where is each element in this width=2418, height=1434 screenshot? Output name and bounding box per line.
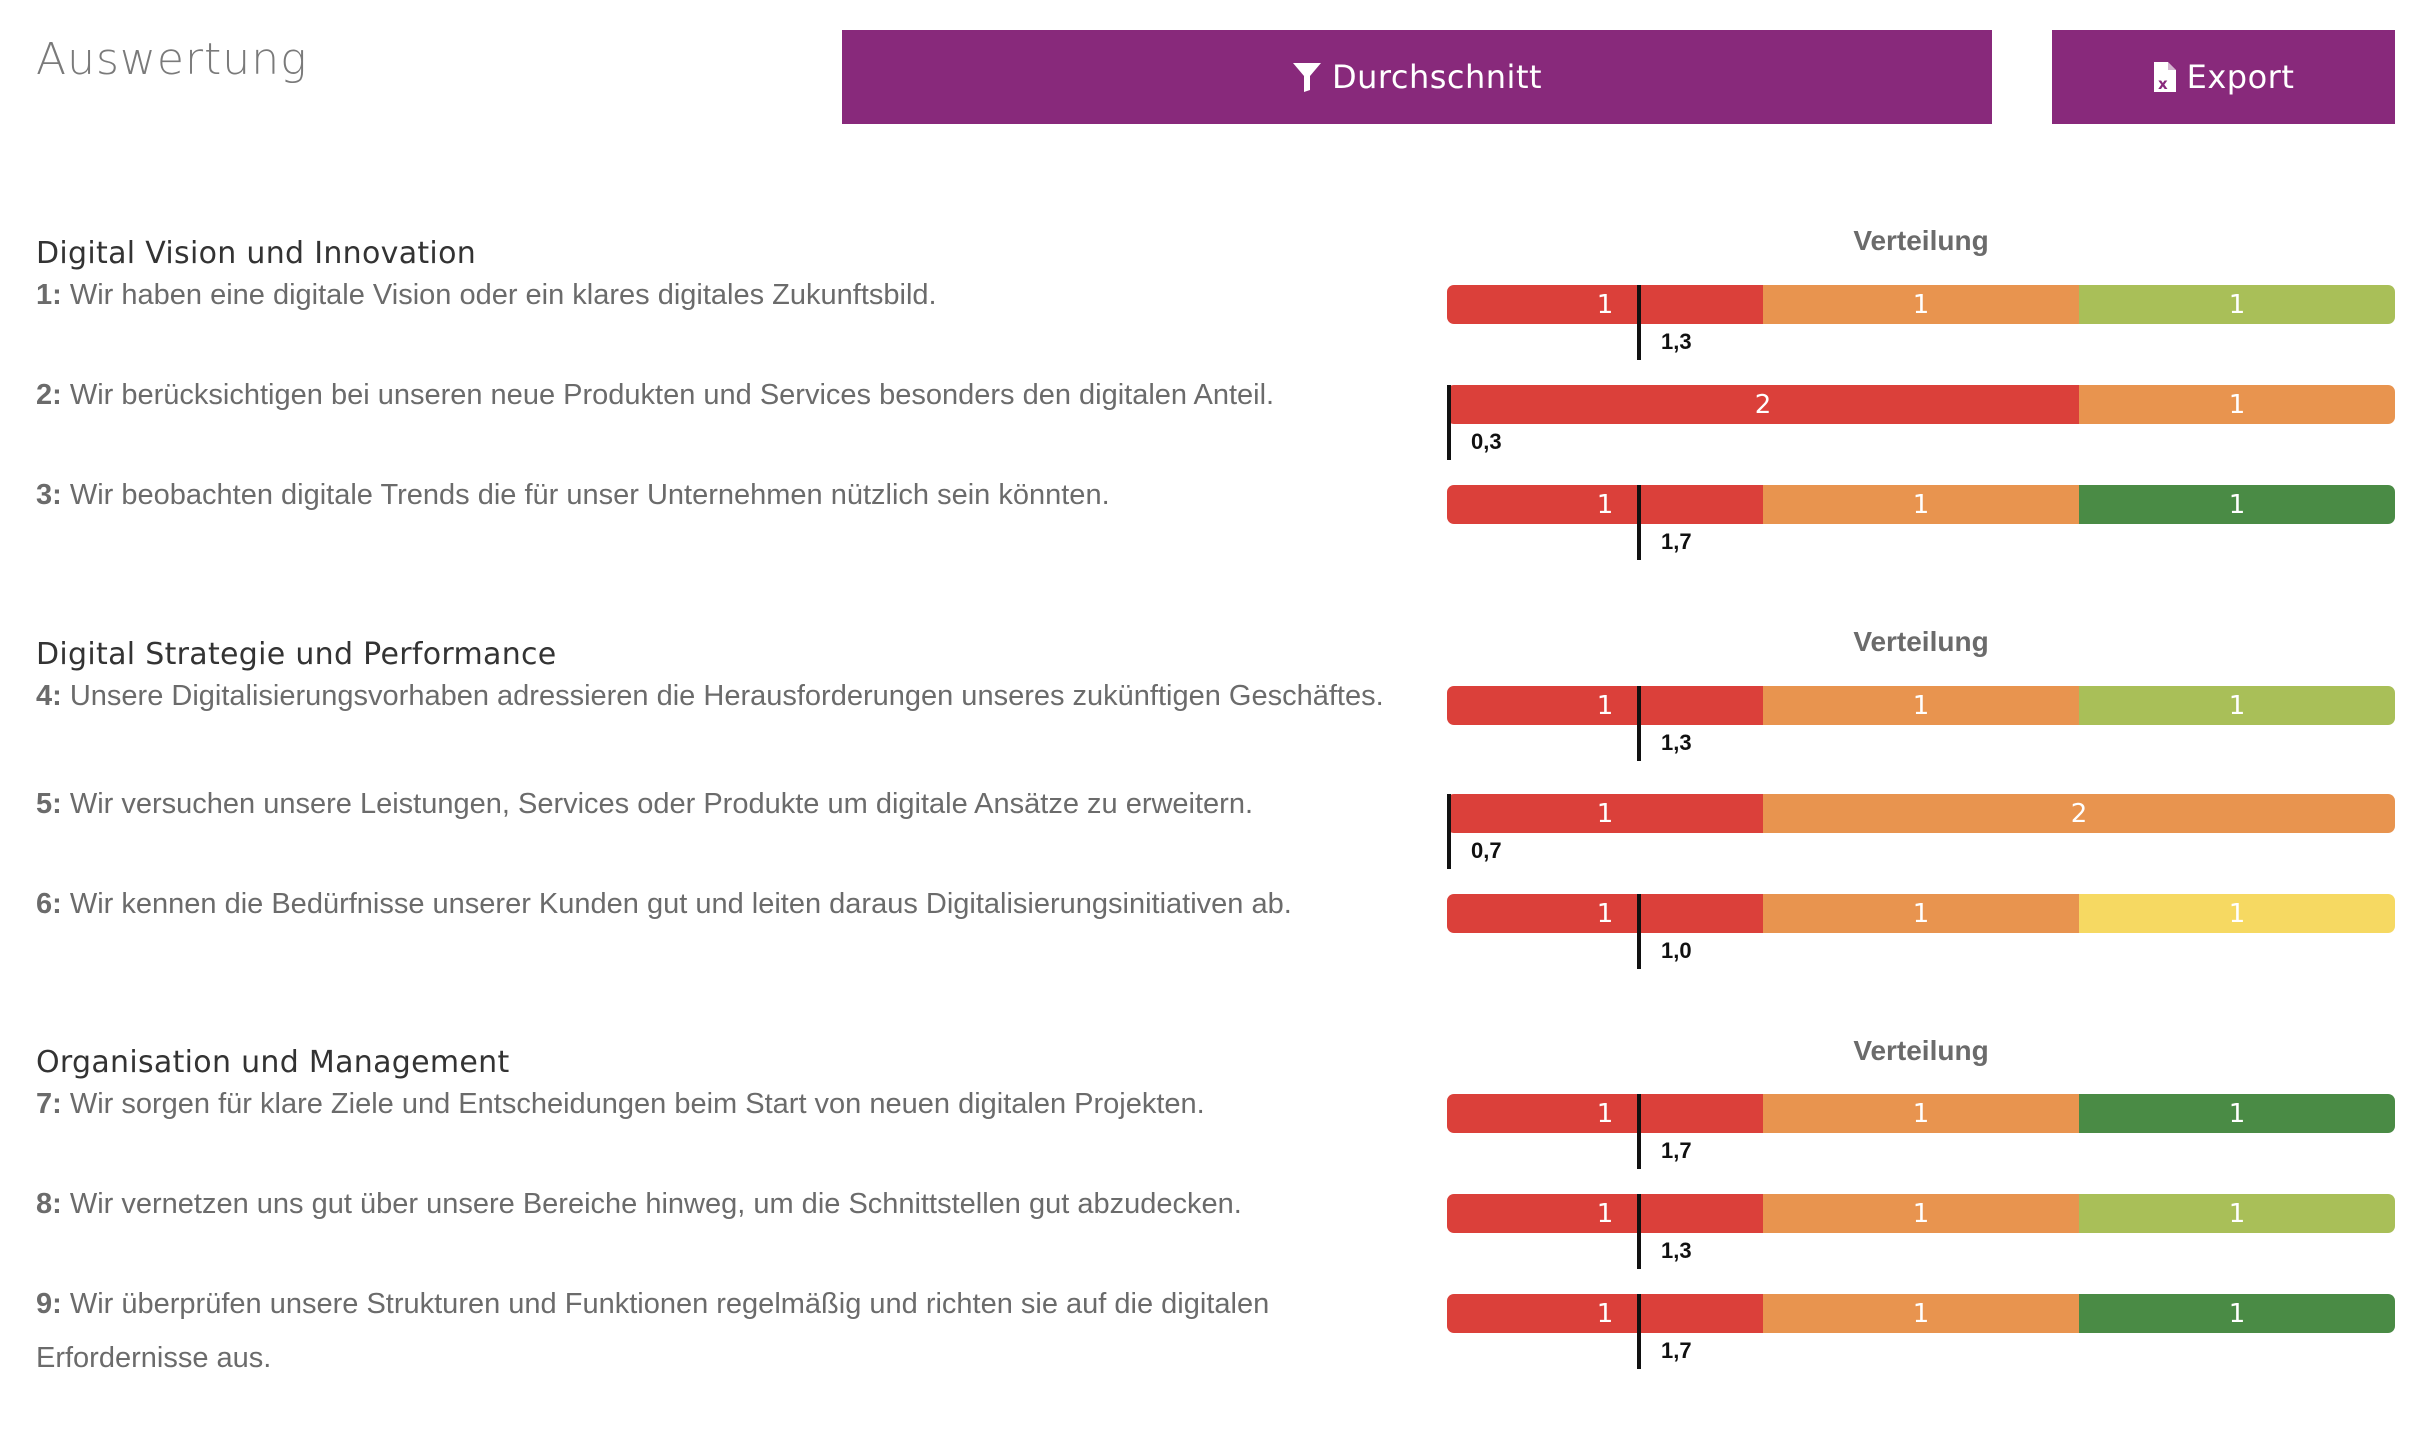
- distribution-heading: Verteilung: [1853, 225, 1989, 256]
- distribution-segment-red: 1: [1447, 794, 1763, 833]
- distribution-segment-orange: 1: [1762, 1094, 2079, 1133]
- distribution-segment-orange: 1: [1762, 1294, 2079, 1333]
- question-text: Unsere Digitalisierungsvorhaben adressie…: [69, 680, 1384, 712]
- export-button[interactable]: x Export: [2052, 30, 2395, 124]
- distribution-segment-red: 1: [1447, 686, 1763, 725]
- average-value-label: 0,3: [1471, 429, 1502, 454]
- average-marker: [1637, 1194, 1641, 1269]
- question-number: 1:: [36, 279, 62, 311]
- question-item: 6: Wir kennen die Bedürfnisse unserer Ku…: [36, 877, 1386, 931]
- section-heading: Digital Vision und Innovation: [36, 236, 477, 271]
- distribution-heading: Verteilung: [1853, 1035, 1989, 1066]
- average-value-label: 1,3: [1661, 730, 1692, 755]
- average-marker: [1637, 894, 1641, 969]
- question-item: 3: Wir beobachten digitale Trends die fü…: [36, 468, 1386, 522]
- question-text: Wir berücksichtigen bei unseren neue Pro…: [69, 379, 1275, 411]
- average-value-label: 1,7: [1661, 1338, 1692, 1363]
- question-text: Wir kennen die Bedürfnisse unserer Kunde…: [69, 888, 1292, 920]
- average-value-label: 1,3: [1661, 1238, 1692, 1263]
- average-marker: [1637, 285, 1641, 360]
- question-item: 8: Wir vernetzen uns gut über unsere Ber…: [36, 1177, 1386, 1231]
- question-item: 5: Wir versuchen unsere Leistungen, Serv…: [36, 777, 1386, 831]
- question-number: 3:: [36, 479, 62, 511]
- average-marker: [1637, 485, 1641, 560]
- distribution-segment-light-green: 1: [2078, 686, 2395, 725]
- distribution-segment-red: 1: [1447, 485, 1763, 524]
- distribution-segment-dark-green: 1: [2078, 1094, 2395, 1133]
- section-heading: Digital Strategie und Performance: [36, 637, 557, 672]
- question-text: Wir beobachten digitale Trends die für u…: [69, 479, 1110, 511]
- question-text: Wir überprüfen unsere Strukturen und Fun…: [36, 1288, 1270, 1374]
- distribution-segment-orange: 2: [1762, 794, 2395, 833]
- average-marker: [1637, 686, 1641, 761]
- distribution-segment-red: 1: [1447, 1294, 1763, 1333]
- question-item: 4: Unsere Digitalisierungsvorhaben adres…: [36, 669, 1386, 723]
- distribution-segment-red: 1: [1447, 1194, 1763, 1233]
- svg-text:x: x: [2158, 75, 2168, 93]
- question-text: Wir vernetzen uns gut über unsere Bereic…: [69, 1188, 1242, 1220]
- distribution-segment-orange: 1: [1762, 894, 2079, 933]
- distribution-segment-red: 1: [1447, 1094, 1763, 1133]
- question-number: 4:: [36, 680, 62, 712]
- question-number: 2:: [36, 379, 62, 411]
- distribution-segment-orange: 1: [1762, 1194, 2079, 1233]
- distribution-segment-red: 1: [1447, 285, 1763, 324]
- section-heading: Organisation und Management: [36, 1045, 510, 1080]
- distribution-segment-orange: 1: [1762, 485, 2079, 524]
- question-number: 8:: [36, 1188, 62, 1220]
- average-value-label: 1,7: [1661, 1138, 1692, 1163]
- average-value-label: 1,7: [1661, 529, 1692, 554]
- distribution-segment-orange: 1: [2078, 385, 2395, 424]
- average-marker: [1447, 794, 1451, 869]
- filter-icon: [1292, 61, 1322, 93]
- average-value-label: 1,0: [1661, 938, 1692, 963]
- average-value-label: 1,3: [1661, 329, 1692, 354]
- question-item: 7: Wir sorgen für klare Ziele und Entsch…: [36, 1077, 1386, 1131]
- question-number: 7:: [36, 1088, 62, 1120]
- distribution-segment-red: 2: [1447, 385, 2079, 424]
- distribution-segment-orange: 1: [1762, 285, 2079, 324]
- question-item: 2: Wir berücksichtigen bei unseren neue …: [36, 368, 1386, 422]
- distribution-segment-dark-green: 1: [2078, 1294, 2395, 1333]
- question-number: 6:: [36, 888, 62, 920]
- question-text: Wir versuchen unsere Leistungen, Service…: [69, 788, 1254, 820]
- question-item: 9: Wir überprüfen unsere Strukturen und …: [36, 1277, 1386, 1385]
- export-label: Export: [2186, 58, 2295, 96]
- average-marker: [1637, 1294, 1641, 1369]
- question-item: 1: Wir haben eine digitale Vision oder e…: [36, 268, 1386, 322]
- average-filter-button[interactable]: Durchschnitt: [842, 30, 1992, 124]
- distribution-segment-red: 1: [1447, 894, 1763, 933]
- distribution-heading: Verteilung: [1853, 626, 1989, 657]
- distribution-segment-light-green: 1: [2078, 285, 2395, 324]
- distribution-segment-dark-green: 1: [2078, 485, 2395, 524]
- question-number: 9:: [36, 1288, 62, 1320]
- average-marker: [1637, 1094, 1641, 1169]
- average-filter-label: Durchschnitt: [1331, 58, 1543, 96]
- excel-file-icon: x: [2153, 61, 2177, 93]
- average-value-label: 0,7: [1471, 838, 1502, 863]
- average-marker: [1447, 385, 1451, 460]
- question-number: 5:: [36, 788, 62, 820]
- distribution-segment-light-green: 1: [2078, 1194, 2395, 1233]
- question-text: Wir haben eine digitale Vision oder ein …: [69, 279, 937, 311]
- distribution-segment-orange: 1: [1762, 686, 2079, 725]
- distribution-segment-yellow: 1: [2078, 894, 2395, 933]
- question-text: Wir sorgen für klare Ziele und Entscheid…: [69, 1088, 1205, 1120]
- page-title: Auswertung: [36, 34, 308, 85]
